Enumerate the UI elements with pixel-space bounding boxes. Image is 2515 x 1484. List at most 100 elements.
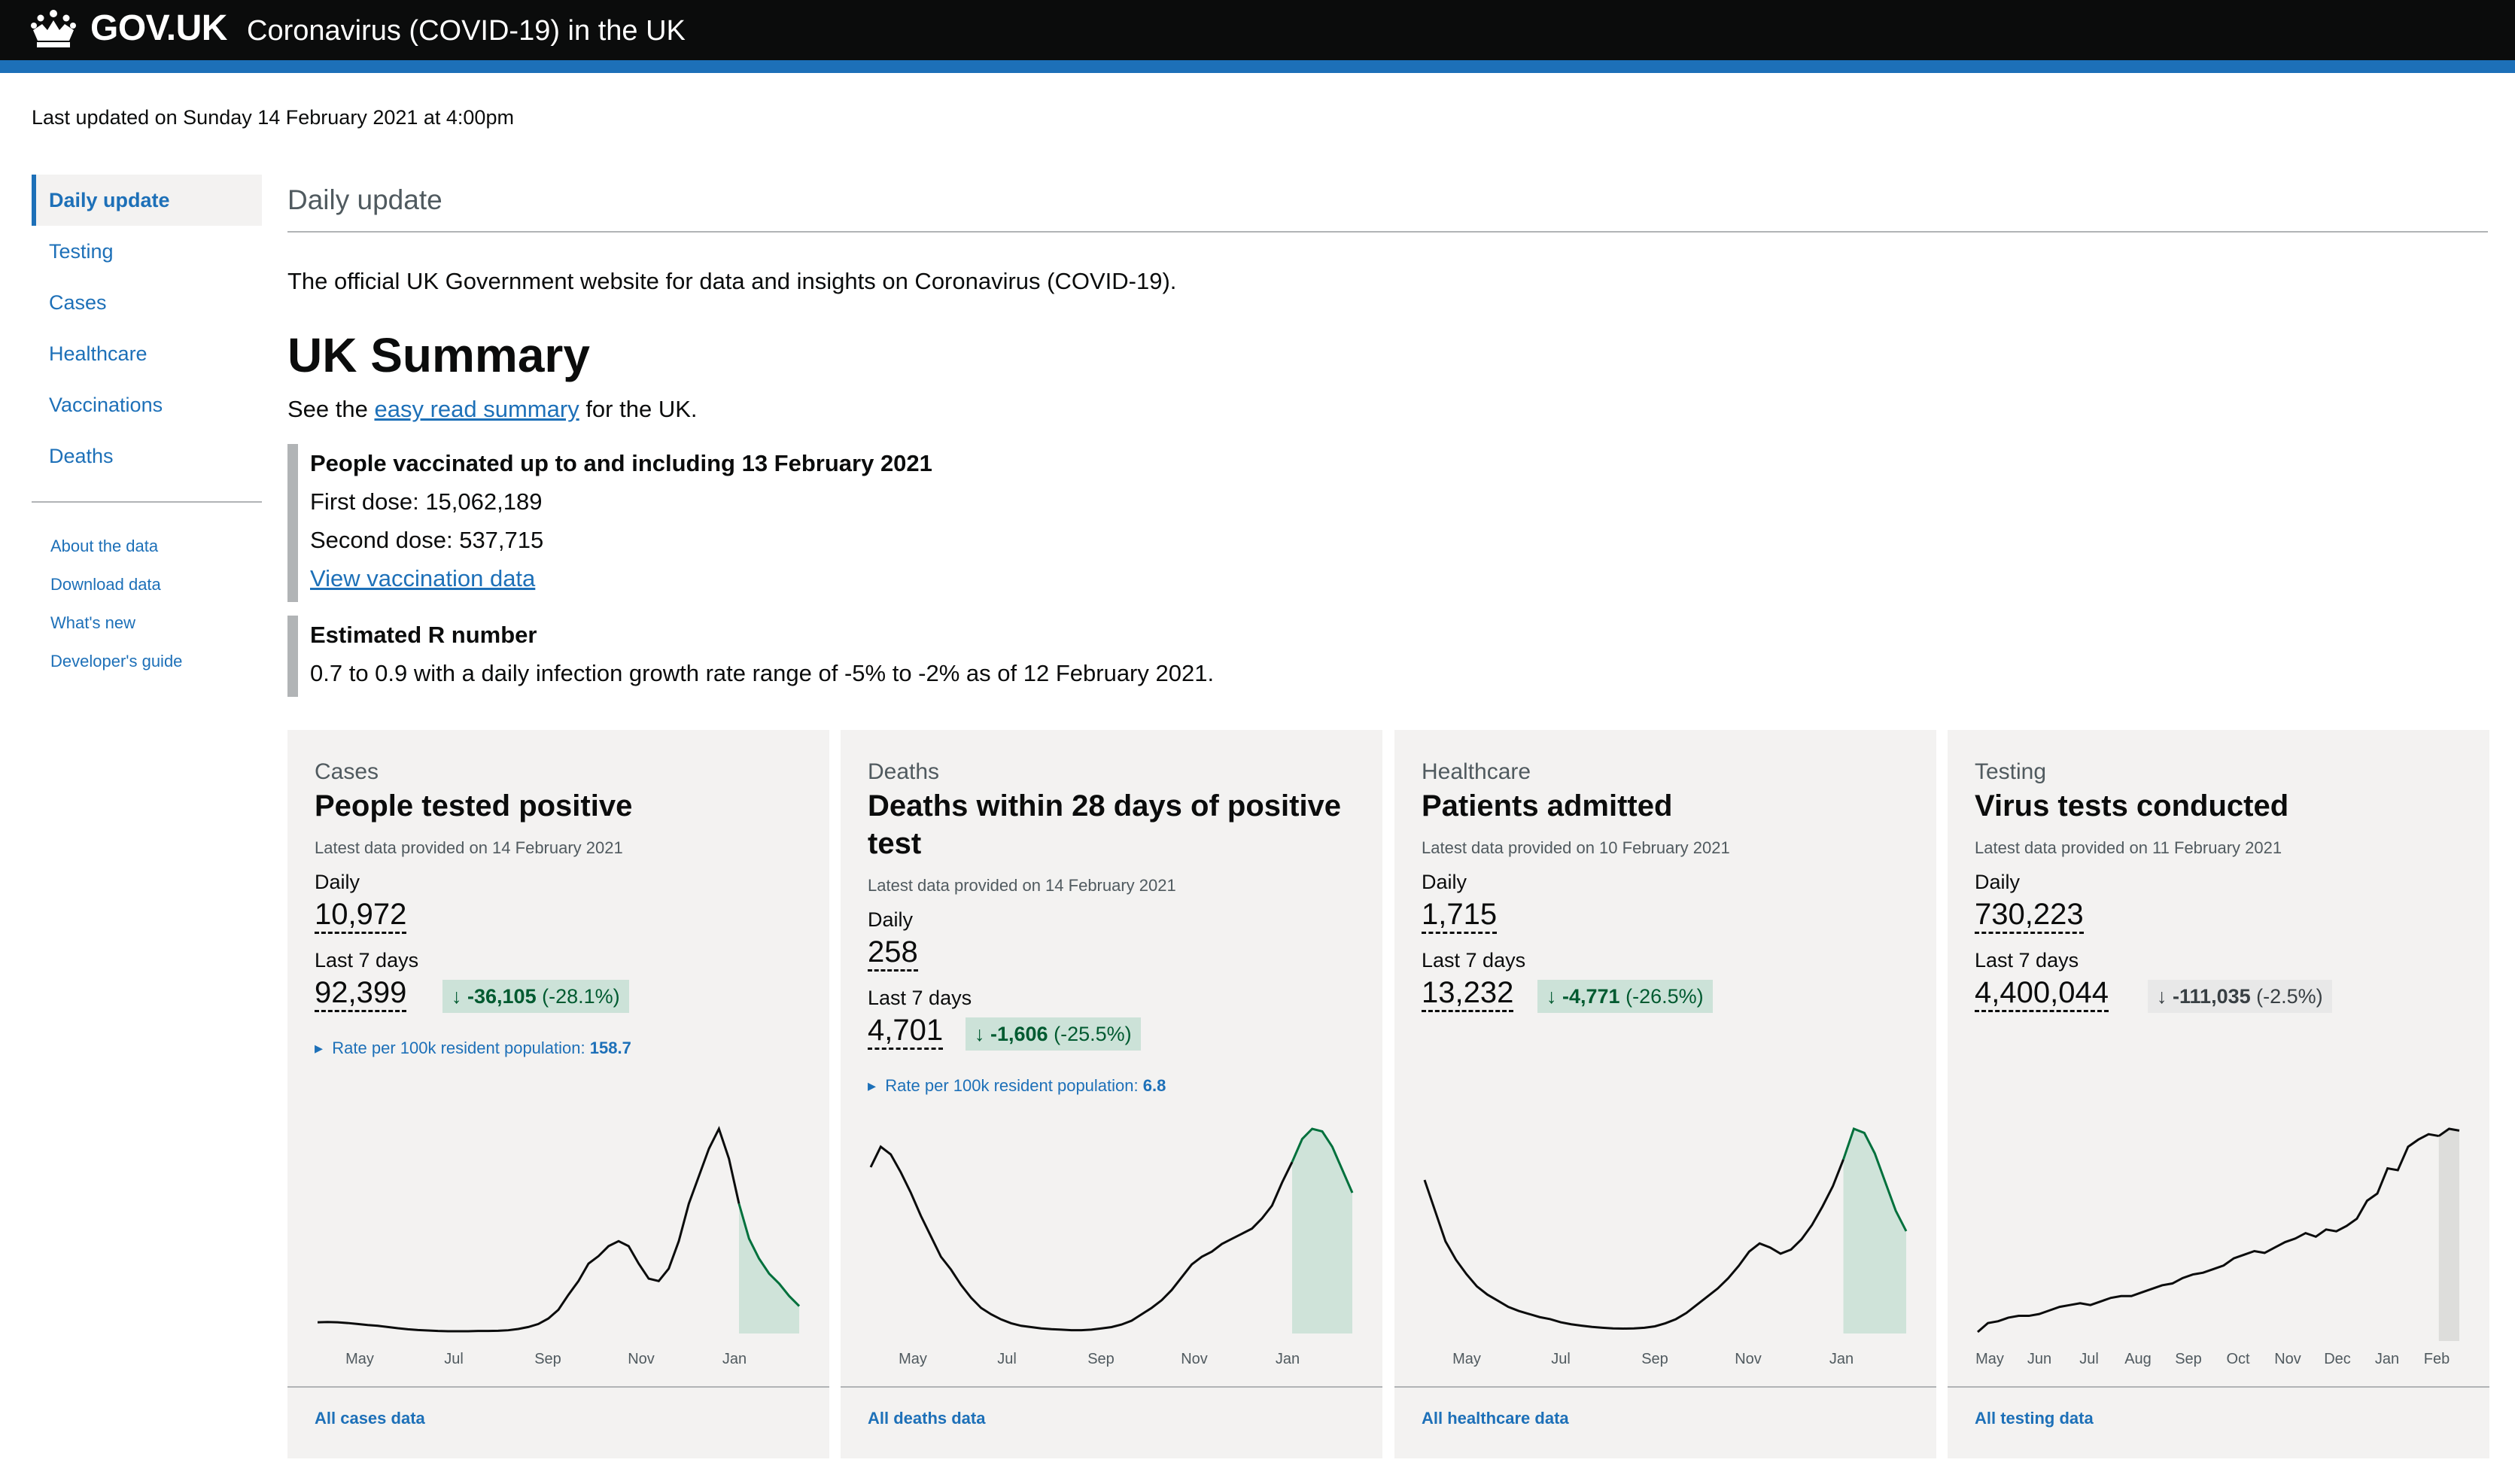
latest-data-date: Latest data provided on 14 February 2021 (315, 838, 623, 857)
x-tick-label: Sep (1641, 1351, 1668, 1367)
change-percent: (-28.1%) (542, 985, 620, 1008)
last-7-days-label: Last 7 days (1422, 949, 1526, 972)
arrow-down-icon: ↓ (975, 1023, 985, 1045)
rate-value: 158.7 (589, 1038, 631, 1057)
x-tick-label: Feb (2424, 1351, 2450, 1367)
series-line (1423, 1159, 1844, 1330)
view-vaccination-data-link[interactable]: View vaccination data (310, 565, 536, 591)
arrow-down-icon: ↓ (2157, 985, 2167, 1008)
x-tick-label: Jan (2375, 1351, 2399, 1367)
rate-label: Rate per 100k resident population: (885, 1076, 1139, 1095)
summary-heading: UK Summary (287, 328, 590, 382)
card-divider (1394, 1386, 1936, 1388)
change-value: -36,105 (467, 985, 537, 1008)
sidebar-divider (32, 501, 262, 503)
recent-period-area (739, 1203, 799, 1333)
all-deaths-data-link[interactable]: All deaths data (868, 1409, 986, 1428)
card-title: Deaths within 28 days of positive test (868, 789, 1342, 860)
x-tick-label: Sep (2175, 1351, 2202, 1367)
daily-value[interactable]: 730,223 (1975, 897, 2084, 934)
last-7-days-value[interactable]: 92,399 (315, 975, 407, 1012)
vaccination-title: People vaccinated up to and including 13… (310, 450, 932, 476)
last-7-days-label: Last 7 days (868, 987, 972, 1009)
x-tick-label: Aug (2124, 1351, 2152, 1367)
x-tick-label: Sep (1087, 1351, 1115, 1367)
side-navigation: Daily update Testing Cases Healthcare Va… (32, 175, 262, 482)
sidebar-item-cases[interactable]: Cases (49, 291, 107, 314)
latest-data-date: Latest data provided on 14 February 2021 (868, 876, 1176, 895)
second-dose: Second dose: 537,715 (310, 527, 544, 553)
recent-series-line (737, 1203, 801, 1307)
sidebar-item-deaths[interactable]: Deaths (49, 445, 114, 467)
sidebar-item-daily-update[interactable]: Daily update (32, 175, 262, 226)
arrow-down-icon: ↓ (452, 985, 462, 1008)
card-divider (287, 1386, 829, 1388)
site-header: GOV.UK Coronavirus (COVID-19) in the UK (0, 0, 2515, 60)
page-title: Daily update (287, 184, 442, 215)
change-value: -111,035 (2173, 985, 2251, 1008)
daily-value[interactable]: 258 (868, 935, 918, 972)
sidebar-link-whats-new[interactable]: What's new (50, 613, 136, 632)
sidebar-item-testing[interactable]: Testing (49, 240, 114, 263)
sidebar-link-download-data[interactable]: Download data (50, 575, 161, 594)
intro-text: The official UK Government website for d… (287, 268, 1177, 294)
daily-label: Daily (1422, 871, 1467, 893)
last-7-days-value[interactable]: 13,232 (1422, 975, 1514, 1012)
x-tick-label: Jan (722, 1351, 747, 1367)
x-tick-label: Jul (444, 1351, 464, 1367)
vaccination-summary: People vaccinated up to and including 13… (287, 444, 1439, 602)
card-title: Patients admitted (1422, 789, 1673, 823)
secondary-navigation: About the data Download data What's new … (32, 527, 262, 680)
change-percent: (-2.5%) (2256, 985, 2323, 1008)
x-tick-label: Nov (2274, 1351, 2301, 1367)
recent-series-line (1842, 1127, 1908, 1232)
title-divider (287, 231, 2488, 233)
x-tick-label: Jan (1276, 1351, 1300, 1367)
recent-series-line (1291, 1127, 1354, 1194)
healthcare-chart: May Jul Sep Nov Jan (1423, 1127, 1908, 1367)
last-7-days-value[interactable]: 4,400,044 (1975, 975, 2109, 1012)
change-value: -4,771 (1562, 985, 1620, 1008)
sidebar-item-healthcare[interactable]: Healthcare (49, 342, 147, 365)
card-category: Healthcare (1422, 759, 1531, 784)
rate-toggle[interactable]: ▸ Rate per 100k resident population: 6.8 (868, 1075, 1166, 1097)
sidebar-item-vaccinations[interactable]: Vaccinations (49, 394, 163, 416)
sidebar-link-about-the-data[interactable]: About the data (50, 537, 159, 555)
daily-label: Daily (868, 908, 914, 931)
arrow-down-icon: ↓ (1546, 985, 1557, 1008)
service-name[interactable]: Coronavirus (COVID-19) in the UK (247, 15, 686, 47)
series-line (1977, 1133, 2440, 1333)
all-cases-data-link[interactable]: All cases data (315, 1409, 425, 1428)
daily-value[interactable]: 10,972 (315, 897, 407, 934)
card-deaths: Deaths Deaths within 28 days of positive… (841, 730, 1382, 1458)
easy-read-line: See the easy read summary for the UK. (287, 394, 698, 424)
change-percent: (-26.5%) (1625, 985, 1704, 1008)
last-7-days-value[interactable]: 4,701 (868, 1013, 944, 1050)
series-line (317, 1126, 741, 1333)
x-tick-label: May (899, 1351, 927, 1367)
all-healthcare-data-link[interactable]: All healthcare data (1422, 1409, 1569, 1428)
rate-value: 6.8 (1142, 1076, 1166, 1095)
x-tick-label: Jul (2079, 1351, 2099, 1367)
daily-value[interactable]: 1,715 (1422, 897, 1498, 934)
rate-toggle[interactable]: ▸ Rate per 100k resident population: 158… (315, 1037, 631, 1060)
rate-label: Rate per 100k resident population: (332, 1038, 585, 1057)
crown-icon[interactable] (30, 8, 77, 50)
govuk-logo-text[interactable]: GOV.UK (90, 8, 227, 48)
easy-read-summary-link[interactable]: easy read summary (374, 396, 579, 422)
series-line (869, 1145, 1294, 1332)
card-divider (1948, 1386, 2489, 1388)
card-category: Deaths (868, 759, 940, 784)
testing-chart: May Jun Jul Aug Sep Oct Nov Dec Jan Feb (1975, 1127, 2460, 1367)
last-7-days-label: Last 7 days (1975, 949, 2079, 972)
recent-period-area (2438, 1129, 2459, 1341)
header-accent-bar (0, 60, 2515, 73)
recent-series-line (2437, 1127, 2460, 1137)
card-title: Virus tests conducted (1975, 789, 2289, 823)
sidebar-link-developers-guide[interactable]: Developer's guide (50, 652, 183, 671)
last-updated: Last updated on Sunday 14 February 2021 … (32, 106, 514, 129)
x-tick-label: May (345, 1351, 374, 1367)
x-tick-label: May (1975, 1351, 2004, 1367)
deaths-chart: May Jul Sep Nov Jan (869, 1127, 1354, 1367)
all-testing-data-link[interactable]: All testing data (1975, 1409, 2094, 1428)
